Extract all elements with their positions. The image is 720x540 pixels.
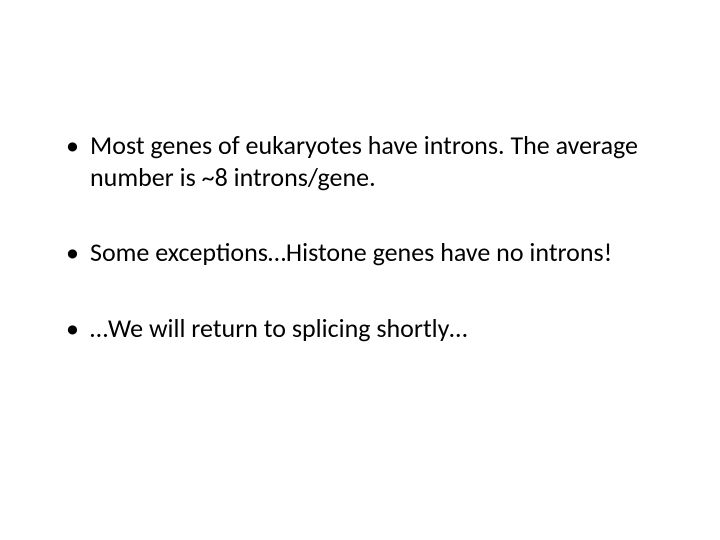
- slide-container: Most genes of eukaryotes have introns. T…: [0, 0, 720, 540]
- bullet-text: Some exceptions…Histone genes have no in…: [90, 236, 612, 268]
- bullet-text: …We will return to splicing shortly…: [90, 312, 467, 344]
- list-item: …We will return to splicing shortly…: [60, 313, 660, 345]
- list-item: Some exceptions…Histone genes have no in…: [60, 237, 660, 269]
- list-item: Most genes of eukaryotes have introns. T…: [60, 130, 660, 193]
- bullet-list: Most genes of eukaryotes have introns. T…: [60, 130, 660, 345]
- bullet-text: Most genes of eukaryotes have introns. T…: [90, 129, 638, 193]
